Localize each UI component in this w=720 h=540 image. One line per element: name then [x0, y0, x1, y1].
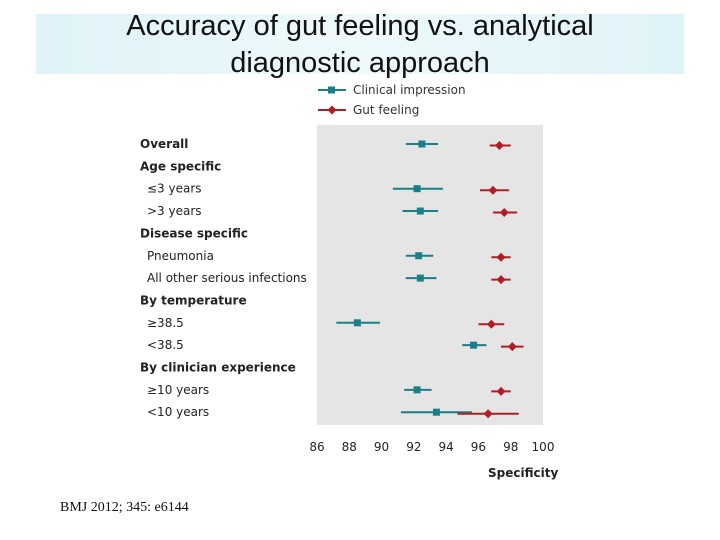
x-tick-label-2: 90	[374, 440, 389, 454]
clinical-point-0	[418, 140, 426, 148]
x-tick-label-0: 86	[309, 440, 324, 454]
gut-point-0	[494, 141, 504, 150]
clinical-point-11	[413, 386, 421, 394]
x-tick-label-1: 88	[342, 440, 357, 454]
gut-point-11	[496, 386, 506, 396]
row-label: ≤3 years	[147, 182, 202, 196]
row-heading: Overall	[140, 137, 188, 151]
row-label: Pneumonia	[147, 249, 214, 263]
row-label: <38.5	[147, 338, 184, 352]
legend-marker-0	[328, 86, 335, 94]
row-label: >3 years	[147, 204, 202, 218]
title-band	[36, 14, 684, 74]
gut-point-6	[496, 275, 506, 285]
clinical-point-5	[415, 252, 423, 260]
x-tick-label-4: 94	[439, 440, 454, 454]
x-tick-label-3: 92	[406, 440, 421, 454]
clinical-point-3	[416, 207, 424, 215]
legend-label-1: Gut feeling	[353, 103, 419, 117]
slide-title: Accuracy of gut feeling vs. analytical d…	[0, 8, 720, 82]
x-tick-label-6: 98	[503, 440, 518, 454]
clinical-point-12	[432, 408, 440, 416]
plot-area	[317, 125, 543, 425]
legend-label-0: Clinical impression	[353, 83, 466, 97]
citation: BMJ 2012; 345: e6144	[60, 500, 189, 515]
clinical-point-9	[470, 341, 478, 349]
row-heading: Age specific	[140, 159, 221, 173]
clinical-point-2	[413, 185, 421, 193]
row-label: ≥10 years	[147, 383, 209, 397]
slide-title-line-1: Accuracy of gut feeling vs. analytical	[126, 10, 594, 42]
slide-title-line-2: diagnostic approach	[230, 47, 490, 79]
row-heading: By clinician experience	[140, 361, 296, 375]
x-axis-label: Specificity	[488, 466, 558, 480]
gut-point-5	[496, 252, 506, 262]
gut-point-8	[486, 319, 496, 329]
row-heading: Disease specific	[140, 226, 248, 240]
row-label: <10 years	[147, 405, 209, 419]
clinical-point-8	[353, 319, 361, 327]
row-heading: By temperature	[140, 293, 247, 307]
gut-point-12	[483, 409, 493, 419]
row-label: All other serious infections	[147, 271, 307, 285]
x-tick-label-7: 100	[532, 440, 555, 454]
gut-point-3	[499, 208, 509, 218]
legend-marker-1	[327, 105, 337, 115]
gut-point-9	[507, 342, 517, 352]
row-label: ≥38.5	[147, 316, 184, 330]
clinical-point-6	[416, 274, 424, 282]
gut-point-2	[488, 185, 498, 195]
x-tick-label-5: 96	[471, 440, 486, 454]
